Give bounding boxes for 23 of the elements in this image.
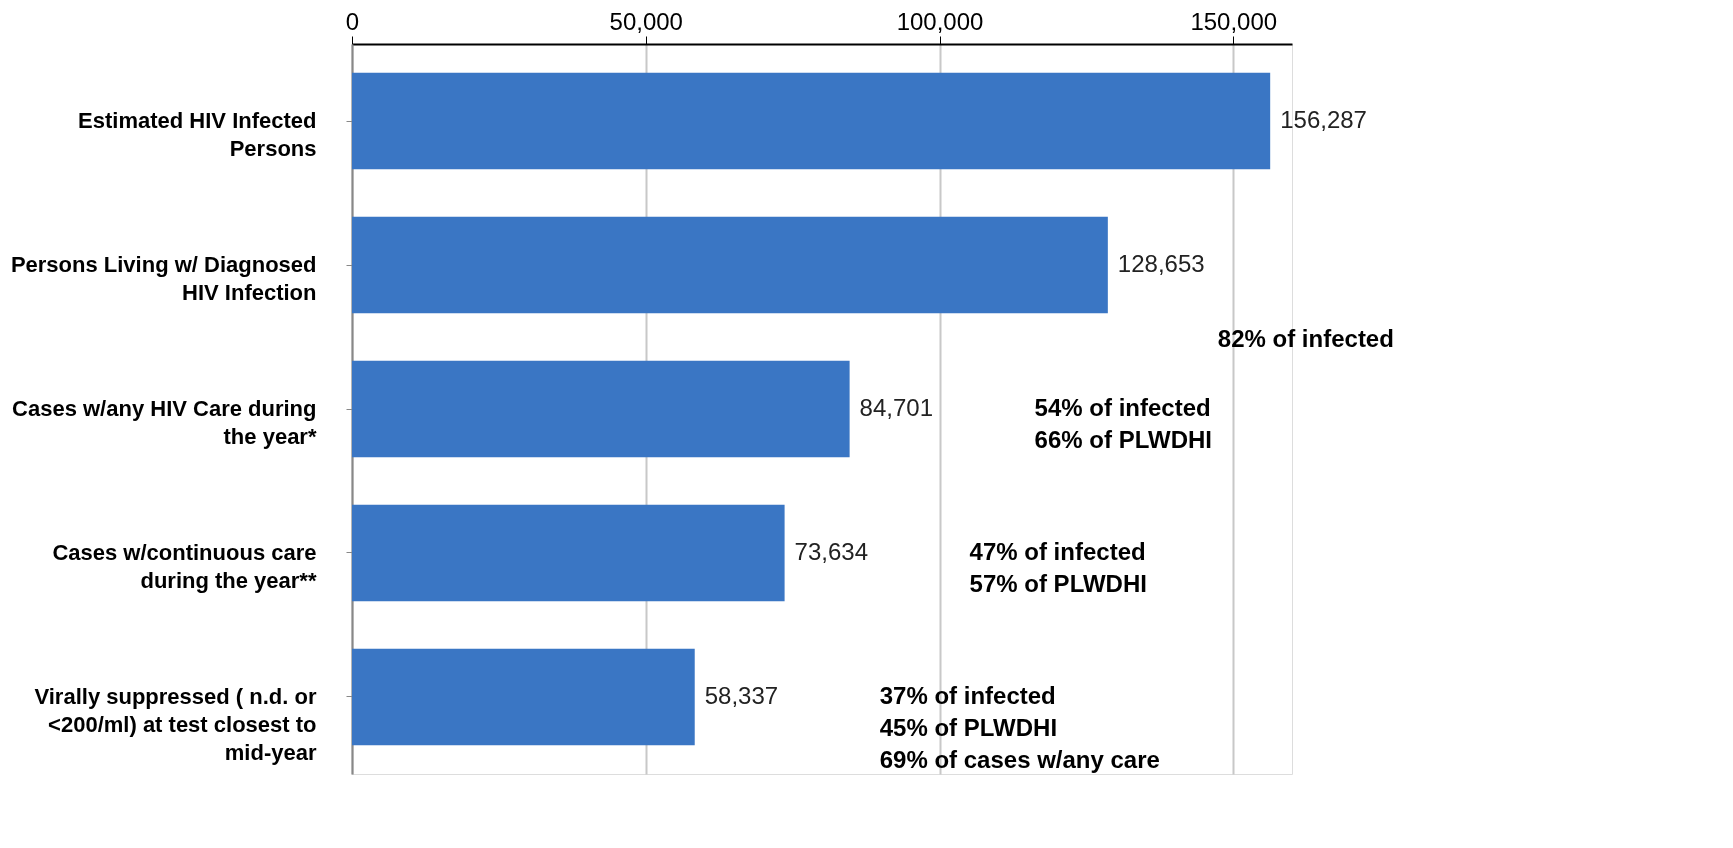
bar	[352, 504, 785, 602]
x-tick-label: 150,000	[1190, 7, 1278, 35]
data-label: 58,337	[704, 681, 779, 709]
annotation: 54% of infected 66% of PLWDHI	[1034, 394, 1212, 453]
y-tick-label: Virally suppressed ( n.d. or <200/ml) at test closest to mid-year	[34, 683, 317, 765]
bar	[352, 360, 850, 458]
annotation: 37% of infected 45% of PLWDHI 69% of cases w/any care	[879, 681, 1160, 773]
bar	[352, 72, 1271, 170]
data-label: 73,634	[794, 537, 869, 565]
data-label: 128,653	[1117, 250, 1205, 278]
x-tick-label: 100,000	[896, 7, 984, 35]
bar	[352, 648, 695, 746]
data-label: 156,287	[1280, 106, 1367, 134]
y-tick-label: Estimated HIV Infected Persons	[78, 108, 317, 162]
x-tick-label: 50,000	[609, 7, 683, 35]
bar	[352, 216, 1108, 314]
data-label: 84,701	[859, 394, 934, 421]
x-tick-label: 0	[345, 7, 360, 35]
y-tick-label: Persons Living w/ Diagnosed HIV Infection	[10, 252, 317, 306]
y-tick-label: Cases w/continuous care during the year**	[52, 539, 317, 593]
annotation: 82% of infected	[1217, 325, 1394, 353]
annotation: 47% of infected 57% of PLWDHI	[969, 537, 1147, 597]
y-tick-label: Cases w/any HIV Care during the year*	[12, 396, 317, 449]
